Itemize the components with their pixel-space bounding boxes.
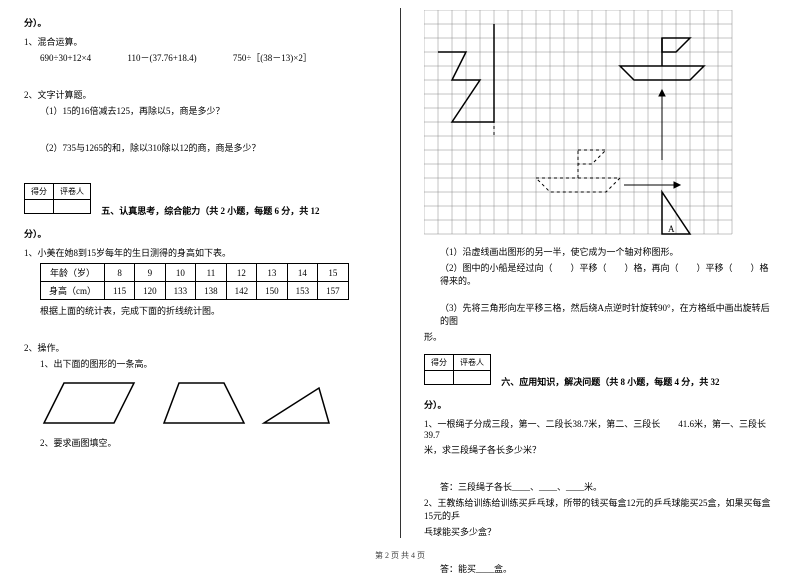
td: 157 bbox=[318, 282, 349, 300]
triangle-shape bbox=[264, 388, 329, 423]
th: 14 bbox=[287, 264, 318, 282]
th: 10 bbox=[165, 264, 196, 282]
g1: （1）沿虚线画出图形的另一半，使它成为一个轴对称图形。 bbox=[424, 245, 776, 258]
q2-b: （2）735与1265的和，除以310除以12的商，商是多少？ bbox=[24, 141, 376, 154]
td: 133 bbox=[165, 282, 196, 300]
fen-close-left-2: 分）。 bbox=[24, 227, 376, 240]
section6-title: 六、应用知识，解决问题（共 8 小题，每题 4 分，共 32 bbox=[501, 377, 719, 387]
th: 13 bbox=[257, 264, 288, 282]
td: 142 bbox=[226, 282, 257, 300]
right-column: A （1）沿虚线画出图形的另一半，使它成为一个轴对称图形。 （2）图中的小船是经… bbox=[400, 0, 800, 545]
th: 12 bbox=[226, 264, 257, 282]
td: 153 bbox=[287, 282, 318, 300]
q6-1b: 米，求三段绳子各长多少米？ bbox=[424, 443, 776, 456]
grader-label: 评卷人 bbox=[454, 355, 491, 371]
score-box-right: 得分 评卷人 bbox=[424, 354, 491, 385]
q6-2b: 乓球能买多少盒？ bbox=[424, 525, 776, 538]
fen-close-right: 分）。 bbox=[424, 398, 776, 411]
td: 120 bbox=[135, 282, 166, 300]
q5-2-b: 2、要求画图填空。 bbox=[24, 436, 376, 449]
score-label: 得分 bbox=[25, 184, 54, 200]
g3a: （3）先将三角形向左平移三格，然后绕A点逆时针旋转90°，在方格纸中画出旋转后的… bbox=[424, 301, 776, 327]
shapes-svg bbox=[24, 373, 334, 433]
score-box-left: 得分 评卷人 bbox=[24, 183, 91, 214]
td: 身高（cm） bbox=[41, 282, 105, 300]
q6-1a: 1、一根绳子分成三段，第一、二段长38.7米，第二、三段长 41.6米，第一、三… bbox=[424, 417, 776, 440]
trapezoid-shape bbox=[164, 383, 244, 423]
translation-arrows bbox=[624, 90, 680, 188]
table-row: 年龄（岁） 8 9 10 11 12 13 14 15 bbox=[41, 264, 349, 282]
expr-row: 690÷30+12×4 110－(37.76+18.4) 750÷［(38－13… bbox=[24, 51, 376, 64]
height-table: 年龄（岁） 8 9 10 11 12 13 14 15 身高（cm） 115 1… bbox=[40, 263, 349, 300]
score-label: 得分 bbox=[425, 355, 454, 371]
expr-1: 690÷30+12×4 bbox=[40, 53, 91, 63]
q5-1-note: 根据上面的统计表，完成下面的折线统计图。 bbox=[24, 304, 376, 317]
score-blank bbox=[25, 200, 54, 214]
score-blank bbox=[425, 371, 454, 385]
th: 年龄（岁） bbox=[41, 264, 105, 282]
q5-2: 2、操作。 bbox=[24, 341, 376, 354]
grader-blank bbox=[54, 200, 91, 214]
q2-title: 2、文字计算题。 bbox=[24, 88, 376, 101]
th: 11 bbox=[196, 264, 227, 282]
table-row: 身高（cm） 115 120 133 138 142 150 153 157 bbox=[41, 282, 349, 300]
grader-blank bbox=[454, 371, 491, 385]
q5-2-a: 1、出下面的图形的一条高。 bbox=[24, 357, 376, 370]
grader-label: 评卷人 bbox=[54, 184, 91, 200]
td: 115 bbox=[105, 282, 135, 300]
g3b: 形。 bbox=[424, 330, 776, 343]
grid-svg: A bbox=[424, 10, 744, 242]
q2-a: （1）15的16倍减去125，再除以5，商是多少？ bbox=[24, 104, 376, 117]
td: 150 bbox=[257, 282, 288, 300]
label-a: A bbox=[668, 224, 675, 234]
fen-close-left: 分）。 bbox=[24, 16, 376, 29]
expr-2: 110－(37.76+18.4) bbox=[127, 51, 196, 64]
q6-2a: 2、王教练给训练给训练买乒乓球，所带的钱买每盒12元的乒乓球能买25盒，如果买每… bbox=[424, 496, 776, 522]
th: 15 bbox=[318, 264, 349, 282]
expr-3: 750÷［(38－13)×2］ bbox=[233, 51, 312, 64]
section5-title: 五、认真思考，综合能力（共 2 小题，每题 6 分，共 12 bbox=[101, 206, 319, 216]
ans2: 答：能买____盒。 bbox=[424, 562, 776, 575]
td: 138 bbox=[196, 282, 227, 300]
g2: （2）图中的小船是经过向（ ）平移（ ）格，再向（ ）平移（ ）格得来的。 bbox=[424, 261, 776, 287]
q5-1: 1、小美在她8到15岁每年的生日测得的身高如下表。 bbox=[24, 246, 376, 259]
left-column: 分）。 1、混合运算。 690÷30+12×4 110－(37.76+18.4)… bbox=[0, 0, 400, 545]
page-footer: 第 2 页 共 4 页 bbox=[0, 550, 800, 561]
th: 9 bbox=[135, 264, 166, 282]
parallelogram-shape bbox=[44, 383, 134, 423]
column-divider bbox=[400, 8, 401, 538]
th: 8 bbox=[105, 264, 135, 282]
ans1: 答：三段绳子各长____、____、____米。 bbox=[424, 480, 776, 493]
q1-title: 1、混合运算。 bbox=[24, 35, 376, 48]
